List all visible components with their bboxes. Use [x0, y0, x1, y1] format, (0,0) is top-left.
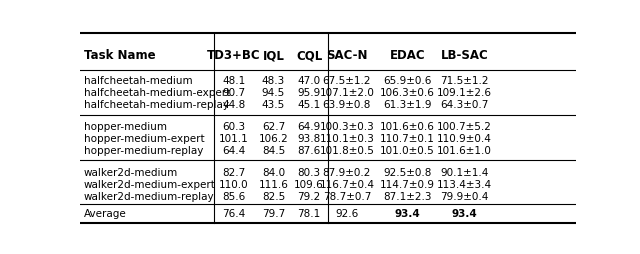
Text: 79.9±0.4: 79.9±0.4 [440, 192, 488, 202]
Text: 106.3±0.6: 106.3±0.6 [380, 88, 435, 98]
Text: 110.0: 110.0 [219, 180, 248, 190]
Text: 61.3±1.9: 61.3±1.9 [383, 100, 431, 110]
Text: 43.5: 43.5 [262, 100, 285, 110]
Text: 110.9±0.4: 110.9±0.4 [437, 134, 492, 144]
Text: 48.1: 48.1 [222, 76, 245, 86]
Text: 62.7: 62.7 [262, 122, 285, 132]
Text: 93.4: 93.4 [452, 209, 477, 219]
Text: 101.6±1.0: 101.6±1.0 [437, 146, 492, 156]
Text: 79.7: 79.7 [262, 209, 285, 219]
Text: Task Name: Task Name [84, 50, 156, 62]
Text: 111.6: 111.6 [259, 180, 289, 190]
Text: 71.5±1.2: 71.5±1.2 [440, 76, 489, 86]
Text: 78.1: 78.1 [298, 209, 321, 219]
Text: 45.1: 45.1 [298, 100, 321, 110]
Text: 101.0±0.5: 101.0±0.5 [380, 146, 435, 156]
Text: 101.8±0.5: 101.8±0.5 [319, 146, 374, 156]
Text: LB-SAC: LB-SAC [440, 50, 488, 62]
Text: 63.9±0.8: 63.9±0.8 [323, 100, 371, 110]
Text: halfcheetah-medium: halfcheetah-medium [84, 76, 193, 86]
Text: hopper-medium-expert: hopper-medium-expert [84, 134, 205, 144]
Text: 64.3±0.7: 64.3±0.7 [440, 100, 488, 110]
Text: walker2d-medium-replay: walker2d-medium-replay [84, 192, 214, 202]
Text: hopper-medium-replay: hopper-medium-replay [84, 146, 204, 156]
Text: 47.0: 47.0 [298, 76, 321, 86]
Text: 78.7±0.7: 78.7±0.7 [323, 192, 371, 202]
Text: walker2d-medium: walker2d-medium [84, 168, 178, 178]
Text: halfcheetah-medium-replay: halfcheetah-medium-replay [84, 100, 229, 110]
Text: 79.2: 79.2 [298, 192, 321, 202]
Text: 101.1: 101.1 [219, 134, 248, 144]
Text: 114.7±0.9: 114.7±0.9 [380, 180, 435, 190]
Text: 95.9: 95.9 [298, 88, 321, 98]
Text: Average: Average [84, 209, 127, 219]
Text: halfcheetah-medium-expert: halfcheetah-medium-expert [84, 88, 230, 98]
Text: 100.3±0.3: 100.3±0.3 [319, 122, 374, 132]
Text: 94.5: 94.5 [262, 88, 285, 98]
Text: 107.1±2.0: 107.1±2.0 [319, 88, 374, 98]
Text: 64.4: 64.4 [222, 146, 245, 156]
Text: hopper-medium: hopper-medium [84, 122, 167, 132]
Text: 60.3: 60.3 [222, 122, 245, 132]
Text: 109.6: 109.6 [294, 180, 324, 190]
Text: 110.1±0.3: 110.1±0.3 [319, 134, 374, 144]
Text: EDAC: EDAC [390, 50, 425, 62]
Text: 92.6: 92.6 [335, 209, 358, 219]
Text: 76.4: 76.4 [222, 209, 245, 219]
Text: 64.9: 64.9 [298, 122, 321, 132]
Text: TD3+BC: TD3+BC [207, 50, 260, 62]
Text: 48.3: 48.3 [262, 76, 285, 86]
Text: 109.1±2.6: 109.1±2.6 [437, 88, 492, 98]
Text: 82.5: 82.5 [262, 192, 285, 202]
Text: 84.0: 84.0 [262, 168, 285, 178]
Text: 82.7: 82.7 [222, 168, 245, 178]
Text: 116.7±0.4: 116.7±0.4 [319, 180, 374, 190]
Text: IQL: IQL [262, 50, 284, 62]
Text: 106.2: 106.2 [259, 134, 288, 144]
Text: 87.9±0.2: 87.9±0.2 [323, 168, 371, 178]
Text: 113.4±3.4: 113.4±3.4 [437, 180, 492, 190]
Text: 85.6: 85.6 [222, 192, 245, 202]
Text: 90.1±1.4: 90.1±1.4 [440, 168, 488, 178]
Text: 87.6: 87.6 [298, 146, 321, 156]
Text: 44.8: 44.8 [222, 100, 245, 110]
Text: 84.5: 84.5 [262, 146, 285, 156]
Text: CQL: CQL [296, 50, 323, 62]
Text: 93.4: 93.4 [394, 209, 420, 219]
Text: 90.7: 90.7 [222, 88, 245, 98]
Text: 92.5±0.8: 92.5±0.8 [383, 168, 431, 178]
Text: 101.6±0.6: 101.6±0.6 [380, 122, 435, 132]
Text: 67.5±1.2: 67.5±1.2 [323, 76, 371, 86]
Text: 100.7±5.2: 100.7±5.2 [437, 122, 492, 132]
Text: SAC-N: SAC-N [326, 50, 367, 62]
Text: 65.9±0.6: 65.9±0.6 [383, 76, 431, 86]
Text: 110.7±0.1: 110.7±0.1 [380, 134, 435, 144]
Text: 87.1±2.3: 87.1±2.3 [383, 192, 431, 202]
Text: 93.8: 93.8 [298, 134, 321, 144]
Text: walker2d-medium-expert: walker2d-medium-expert [84, 180, 216, 190]
Text: 80.3: 80.3 [298, 168, 321, 178]
